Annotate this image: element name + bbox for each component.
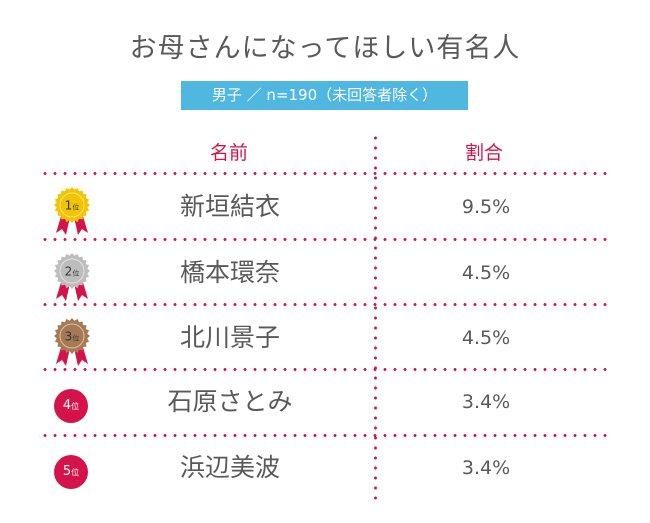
celebrity-name: 橋本環奈 [179,258,280,287]
share-value: 4.5% [461,327,511,349]
share-value: 9.5% [461,196,511,218]
sample-info-badge: 男子 ／ n=190（未回答者除く） [181,81,468,110]
rank-number: 5 [62,464,72,479]
rank-badge: 5位 [54,455,88,489]
celebrity-name: 石原さとみ [167,387,293,416]
rank-number: 4 [62,398,72,413]
row-divider [40,303,610,306]
table-row: 4位 石原さとみ 3.4% [0,370,650,434]
table-row: 2位 橋本環奈 4.5% [0,241,650,305]
table-row: 1位 新垣結衣 9.5% [0,175,650,239]
row-divider [40,238,610,241]
rank-label: 2位 [65,265,80,279]
medal-icon: 1位 [54,187,90,235]
celebrity-name: 浜辺美波 [179,453,280,482]
rank-badge: 4位 [54,389,88,423]
column-header-share: 割合 [464,142,503,164]
table-row: 5位 浜辺美波 3.4% [0,436,650,500]
share-value: 4.5% [461,262,511,284]
rank-label: 1位 [65,199,80,213]
column-header-name: 名前 [209,142,248,164]
row-divider [40,434,610,437]
row-divider [40,368,610,371]
medal-icon: 2位 [54,253,90,301]
celebrity-name: 北川景子 [179,323,280,352]
share-value: 3.4% [461,391,511,413]
share-value: 3.4% [461,457,511,479]
row-divider [40,172,610,175]
chart-title: お母さんになってほしい有名人 [129,33,521,64]
rank-suffix: 位 [71,402,80,411]
celebrity-name: 新垣結衣 [179,192,280,221]
rank-suffix: 位 [71,468,80,477]
rank-label: 3位 [65,330,80,344]
table-row: 3位 北川景子 4.5% [0,306,650,370]
medal-icon: 3位 [54,318,90,366]
column-divider [374,133,377,503]
